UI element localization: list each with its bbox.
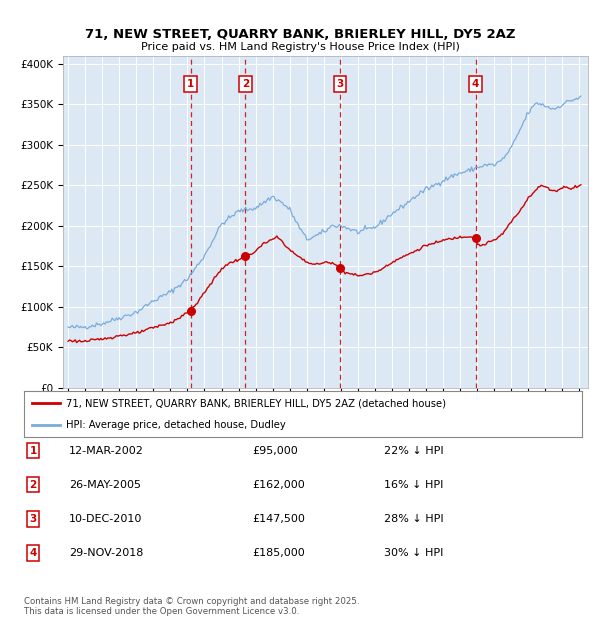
Text: £162,000: £162,000 [252, 480, 305, 490]
Text: 4: 4 [29, 548, 37, 558]
Text: 29-NOV-2018: 29-NOV-2018 [69, 548, 143, 558]
Text: 10-DEC-2010: 10-DEC-2010 [69, 514, 142, 524]
Text: £147,500: £147,500 [252, 514, 305, 524]
Text: £185,000: £185,000 [252, 548, 305, 558]
Text: 1: 1 [187, 79, 194, 89]
Text: 3: 3 [336, 79, 343, 89]
Text: 12-MAR-2002: 12-MAR-2002 [69, 446, 144, 456]
Text: 2: 2 [29, 480, 37, 490]
Text: 71, NEW STREET, QUARRY BANK, BRIERLEY HILL, DY5 2AZ: 71, NEW STREET, QUARRY BANK, BRIERLEY HI… [85, 29, 515, 41]
Text: 26-MAY-2005: 26-MAY-2005 [69, 480, 141, 490]
Text: Contains HM Land Registry data © Crown copyright and database right 2025.
This d: Contains HM Land Registry data © Crown c… [24, 596, 359, 616]
Text: 71, NEW STREET, QUARRY BANK, BRIERLEY HILL, DY5 2AZ (detached house): 71, NEW STREET, QUARRY BANK, BRIERLEY HI… [66, 398, 446, 408]
Text: 22% ↓ HPI: 22% ↓ HPI [384, 446, 443, 456]
Text: Price paid vs. HM Land Registry's House Price Index (HPI): Price paid vs. HM Land Registry's House … [140, 42, 460, 52]
Text: 2: 2 [242, 79, 249, 89]
Text: £95,000: £95,000 [252, 446, 298, 456]
Text: 28% ↓ HPI: 28% ↓ HPI [384, 514, 443, 524]
Text: 4: 4 [472, 79, 479, 89]
Text: HPI: Average price, detached house, Dudley: HPI: Average price, detached house, Dudl… [66, 420, 286, 430]
Text: 30% ↓ HPI: 30% ↓ HPI [384, 548, 443, 558]
Text: 16% ↓ HPI: 16% ↓ HPI [384, 480, 443, 490]
Text: 1: 1 [29, 446, 37, 456]
Text: 3: 3 [29, 514, 37, 524]
